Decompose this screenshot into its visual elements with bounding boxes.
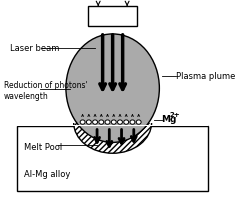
Circle shape — [93, 120, 98, 124]
Text: Mg: Mg — [162, 115, 177, 124]
Bar — [69, 86, 156, 123]
Bar — [88, 6, 137, 26]
Circle shape — [105, 120, 110, 124]
Text: Melt Pool: Melt Pool — [24, 143, 62, 152]
Circle shape — [80, 120, 85, 124]
Circle shape — [118, 120, 122, 124]
Bar — [17, 125, 208, 126]
Ellipse shape — [66, 34, 159, 142]
Text: Al-Mg alloy: Al-Mg alloy — [24, 170, 70, 179]
Text: Plasma plume: Plasma plume — [176, 72, 235, 81]
Circle shape — [124, 120, 129, 124]
Text: 2+: 2+ — [169, 112, 180, 118]
Bar — [17, 126, 208, 191]
Circle shape — [111, 120, 116, 124]
Circle shape — [86, 120, 91, 124]
Circle shape — [99, 120, 104, 124]
Text: Laser beam: Laser beam — [10, 44, 60, 53]
Circle shape — [136, 120, 141, 124]
Ellipse shape — [74, 92, 152, 153]
Circle shape — [130, 120, 135, 124]
Text: Reduction of photons'
wavelength: Reduction of photons' wavelength — [4, 81, 87, 101]
